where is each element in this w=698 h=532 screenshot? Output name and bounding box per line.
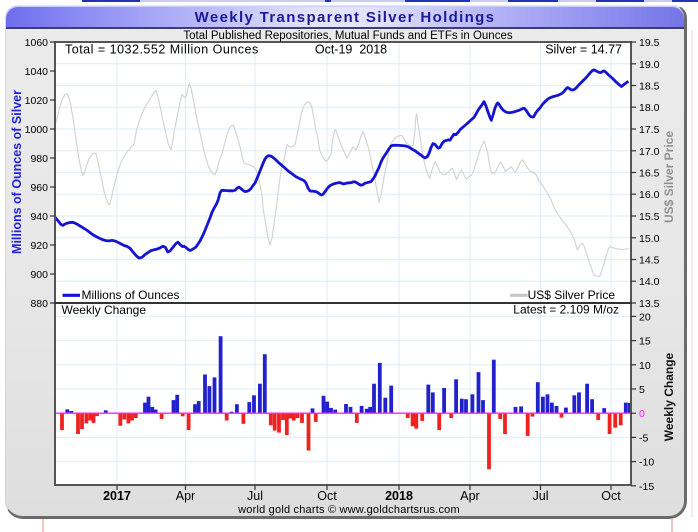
svg-text:1040: 1040 — [25, 66, 49, 78]
svg-text:Oct: Oct — [601, 489, 621, 503]
svg-text:US$ Silver Price: US$ Silver Price — [662, 131, 676, 223]
svg-text:Apr: Apr — [176, 489, 195, 503]
svg-text:20: 20 — [639, 311, 651, 323]
svg-text:13.5: 13.5 — [639, 298, 660, 310]
svg-text:15: 15 — [639, 336, 651, 348]
svg-text:Silver = 14.77: Silver = 14.77 — [545, 43, 622, 57]
svg-text:Total = 1032.552 Million Ounce: Total = 1032.552 Million Ounces — [65, 43, 259, 57]
svg-text:17.0: 17.0 — [639, 146, 660, 158]
svg-text:0: 0 — [639, 408, 645, 420]
svg-text:18.0: 18.0 — [639, 102, 660, 114]
svg-text:15.0: 15.0 — [639, 233, 660, 245]
svg-text:15.5: 15.5 — [639, 211, 660, 223]
svg-text:Total Published Repositories,: Total Published Repositories, Mutual Fun… — [183, 30, 512, 42]
svg-text:940: 940 — [30, 211, 48, 223]
svg-text:2017: 2017 — [103, 489, 131, 503]
svg-text:14.0: 14.0 — [639, 276, 660, 288]
svg-text:17.5: 17.5 — [639, 124, 660, 136]
svg-text:900: 900 — [30, 269, 48, 281]
svg-text:1000: 1000 — [25, 124, 49, 136]
svg-text:1020: 1020 — [25, 95, 49, 107]
svg-text:Millions of Ounces of Silver: Millions of Ounces of Silver — [10, 90, 24, 254]
svg-text:16.0: 16.0 — [639, 189, 660, 201]
svg-text:1060: 1060 — [25, 37, 49, 49]
svg-text:960: 960 — [30, 182, 48, 194]
svg-text:16.5: 16.5 — [639, 168, 660, 180]
svg-text:world gold charts © www.goldch: world gold charts © www.goldchartsrus.co… — [237, 504, 460, 516]
svg-text:880: 880 — [30, 298, 48, 310]
svg-text:14.5: 14.5 — [639, 255, 660, 267]
svg-text:Weekly Change: Weekly Change — [662, 352, 676, 441]
svg-text:18.5: 18.5 — [639, 81, 660, 93]
svg-text:Oct: Oct — [317, 489, 337, 503]
svg-text:US$ Silver Price: US$ Silver Price — [528, 288, 616, 302]
svg-text:Jul: Jul — [247, 489, 263, 503]
svg-text:Oct-19 2018: Oct-19 2018 — [315, 43, 387, 57]
svg-text:10: 10 — [639, 360, 651, 372]
svg-text:920: 920 — [30, 240, 48, 252]
svg-text:-10: -10 — [639, 457, 654, 469]
svg-text:-15: -15 — [639, 481, 654, 493]
svg-text:Jul: Jul — [533, 489, 549, 503]
svg-text:Millions of Ounces: Millions of Ounces — [82, 288, 180, 302]
svg-text:19.5: 19.5 — [639, 37, 660, 49]
svg-text:2018: 2018 — [385, 489, 413, 503]
svg-text:19.0: 19.0 — [639, 59, 660, 71]
svg-text:Weekly Change: Weekly Change — [62, 303, 147, 317]
svg-text:980: 980 — [30, 153, 48, 165]
svg-text:Apr: Apr — [460, 489, 479, 503]
svg-text:-5: -5 — [639, 432, 648, 444]
svg-text:Latest = 2.109 M/oz: Latest = 2.109 M/oz — [513, 303, 619, 317]
svg-text:5: 5 — [639, 384, 645, 396]
